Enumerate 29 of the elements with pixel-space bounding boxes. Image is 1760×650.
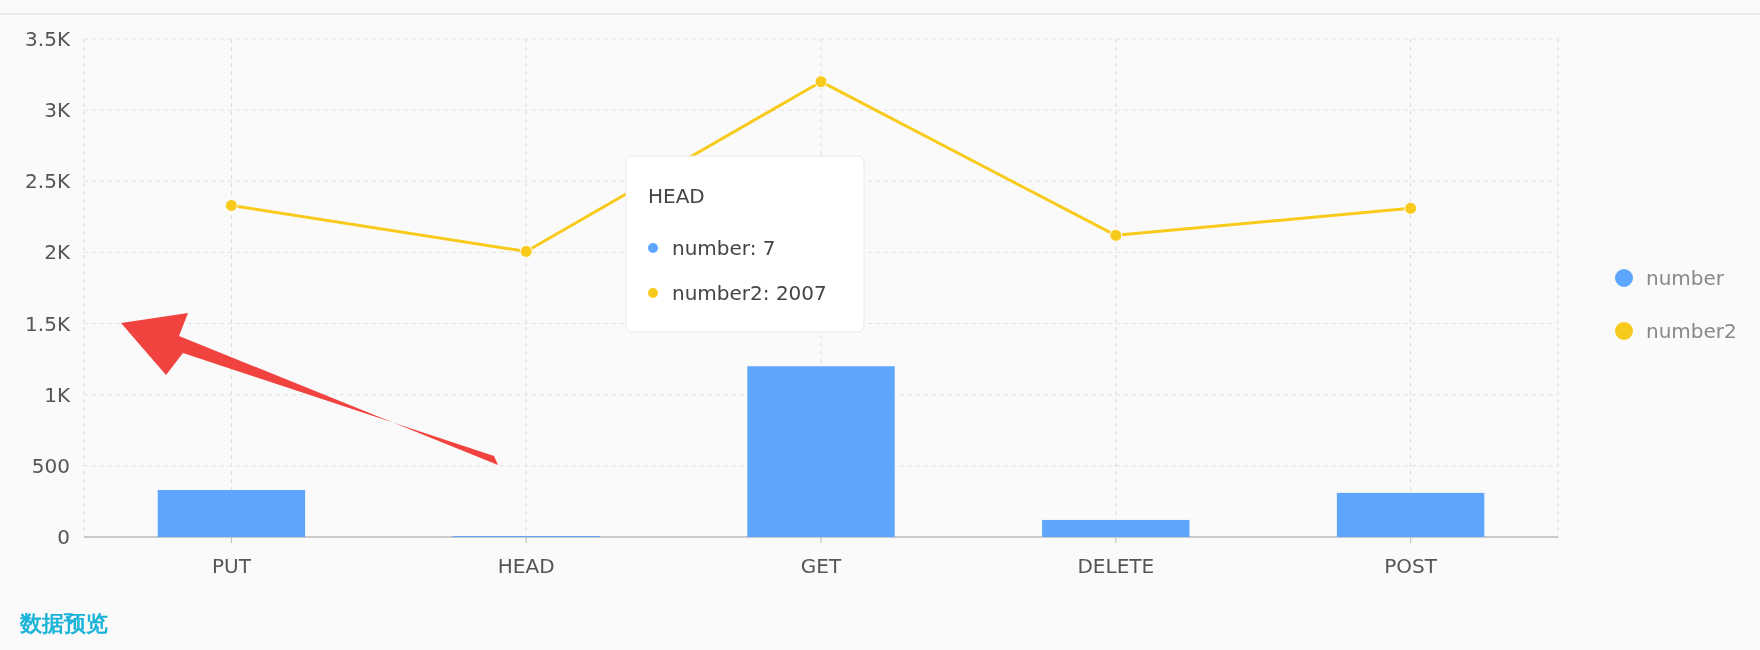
point <box>1404 201 1418 215</box>
y-tick-label: 3K <box>44 98 71 123</box>
y-tick-label: 1K <box>44 382 71 407</box>
y-tick-label: 0 <box>57 525 70 549</box>
legend-label: number2 <box>1646 319 1737 343</box>
y-tick-label: 2K <box>44 240 71 265</box>
x-tick-label: DELETE <box>1077 554 1155 578</box>
y-tick-label: 2.5K <box>25 169 71 194</box>
bar <box>157 490 306 537</box>
y-tick-label: 3.5K <box>25 27 71 51</box>
annotation: HEAD <box>648 184 705 208</box>
legend-label: number <box>1646 266 1725 290</box>
point <box>814 75 828 89</box>
tooltip: HEAD number: 7 number2: 2007 <box>625 155 865 333</box>
point <box>519 244 533 258</box>
bar <box>747 366 895 537</box>
x-tick-label: GET <box>800 554 842 578</box>
annotation: number: 7 <box>672 236 776 260</box>
text: 数据预览 <box>19 611 108 636</box>
x-tick-label: POST <box>1384 554 1438 578</box>
bar <box>1336 492 1485 537</box>
x-tick-label: HEAD <box>497 554 555 578</box>
y-tick-label: 500 <box>31 453 70 478</box>
annotation: number2: 2007 <box>672 281 827 305</box>
point <box>224 198 238 212</box>
x-tick-label: PUT <box>211 554 252 578</box>
y-tick-label: 1.5K <box>25 311 71 336</box>
point <box>1109 228 1123 242</box>
bar <box>1042 519 1190 537</box>
